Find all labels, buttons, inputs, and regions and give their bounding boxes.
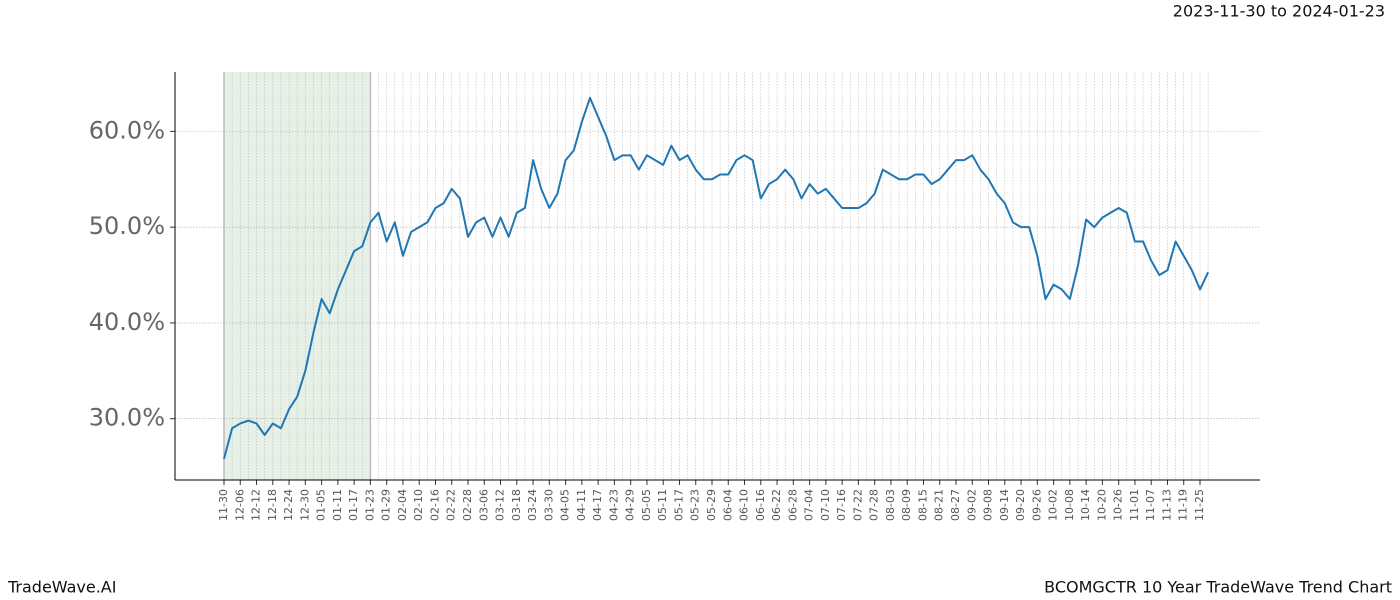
x-tick-label: 07-22: [851, 489, 864, 521]
x-tick-label: 12-30: [298, 489, 311, 521]
x-tick-label: 06-28: [786, 489, 799, 521]
y-tick-label: 30.0%: [89, 404, 165, 432]
x-tick-label: 05-11: [656, 489, 669, 521]
x-tick-label: 08-27: [949, 489, 962, 521]
x-tick-label: 04-11: [575, 489, 588, 521]
x-tick-label: 12-12: [250, 489, 263, 521]
footer-right: BCOMGCTR 10 Year TradeWave Trend Chart: [1044, 578, 1392, 597]
x-tick-label: 11-07: [1144, 489, 1157, 521]
x-tick-label: 06-16: [754, 489, 767, 521]
x-tick-label: 07-16: [835, 489, 848, 521]
x-tick-label: 01-05: [315, 489, 328, 521]
x-tick-label: 09-02: [965, 489, 978, 521]
x-tick-label: 10-02: [1047, 489, 1060, 521]
x-tick-label: 09-20: [1014, 489, 1027, 521]
x-tick-label: 07-04: [803, 489, 816, 521]
x-tick-label: 04-17: [591, 489, 604, 521]
x-tick-label: 03-12: [494, 489, 507, 521]
x-tick-label: 10-14: [1079, 489, 1092, 521]
y-tick-label: 60.0%: [89, 116, 165, 144]
x-tick-label: 10-26: [1112, 489, 1125, 521]
x-tick-label: 02-10: [412, 489, 425, 521]
x-tick-label: 09-14: [998, 489, 1011, 521]
y-tick-label: 40.0%: [89, 308, 165, 336]
x-tick-label: 07-10: [819, 489, 832, 521]
x-tick-label: 11-25: [1193, 489, 1206, 521]
x-tick-label: 03-06: [477, 489, 490, 521]
x-tick-label: 12-06: [233, 489, 246, 521]
x-tick-label: 06-04: [721, 489, 734, 521]
x-tick-label: 01-23: [363, 489, 376, 521]
x-tick-label: 03-30: [542, 489, 555, 521]
x-tick-label: 05-23: [689, 489, 702, 521]
x-tick-label: 08-21: [933, 489, 946, 521]
x-tick-label: 05-05: [640, 489, 653, 521]
y-tick-label: 50.0%: [89, 212, 165, 240]
x-tick-label: 11-13: [1160, 489, 1173, 521]
x-tick-label: 07-28: [868, 489, 881, 521]
chart-title: 2023-11-30 to 2024-01-23: [1173, 2, 1385, 21]
x-tick-label: 05-29: [705, 489, 718, 521]
x-tick-label: 10-08: [1063, 489, 1076, 521]
x-tick-label: 09-26: [1030, 489, 1043, 521]
x-tick-label: 02-04: [396, 489, 409, 521]
x-tick-label: 12-18: [266, 489, 279, 521]
x-tick-label: 11-19: [1177, 489, 1190, 521]
x-tick-label: 09-08: [982, 489, 995, 521]
x-tick-label: 03-24: [526, 489, 539, 521]
x-tick-label: 11-30: [217, 489, 230, 521]
x-tick-label: 11-01: [1128, 489, 1141, 521]
x-tick-label: 05-17: [672, 489, 685, 521]
x-tick-label: 08-09: [900, 489, 913, 521]
x-tick-label: 06-22: [770, 489, 783, 521]
data-line: [223, 96, 1210, 460]
x-tick-label: 01-29: [380, 489, 393, 521]
x-tick-label: 01-11: [331, 489, 344, 521]
x-tick-label: 10-20: [1095, 489, 1108, 521]
x-tick-label: 12-24: [282, 489, 295, 521]
x-tick-label: 02-22: [445, 489, 458, 521]
x-tick-label: 01-17: [347, 489, 360, 521]
x-tick-label: 06-10: [738, 489, 751, 521]
x-tick-label: 02-28: [461, 489, 474, 521]
x-tick-label: 04-29: [624, 489, 637, 521]
footer-left: TradeWave.AI: [7, 578, 116, 597]
x-tick-label: 02-16: [428, 489, 441, 521]
x-tick-label: 04-05: [559, 489, 572, 521]
x-tick-label: 03-18: [510, 489, 523, 521]
x-tick-label: 08-03: [884, 489, 897, 521]
x-tick-label: 08-15: [916, 489, 929, 521]
x-tick-label: 04-23: [607, 489, 620, 521]
